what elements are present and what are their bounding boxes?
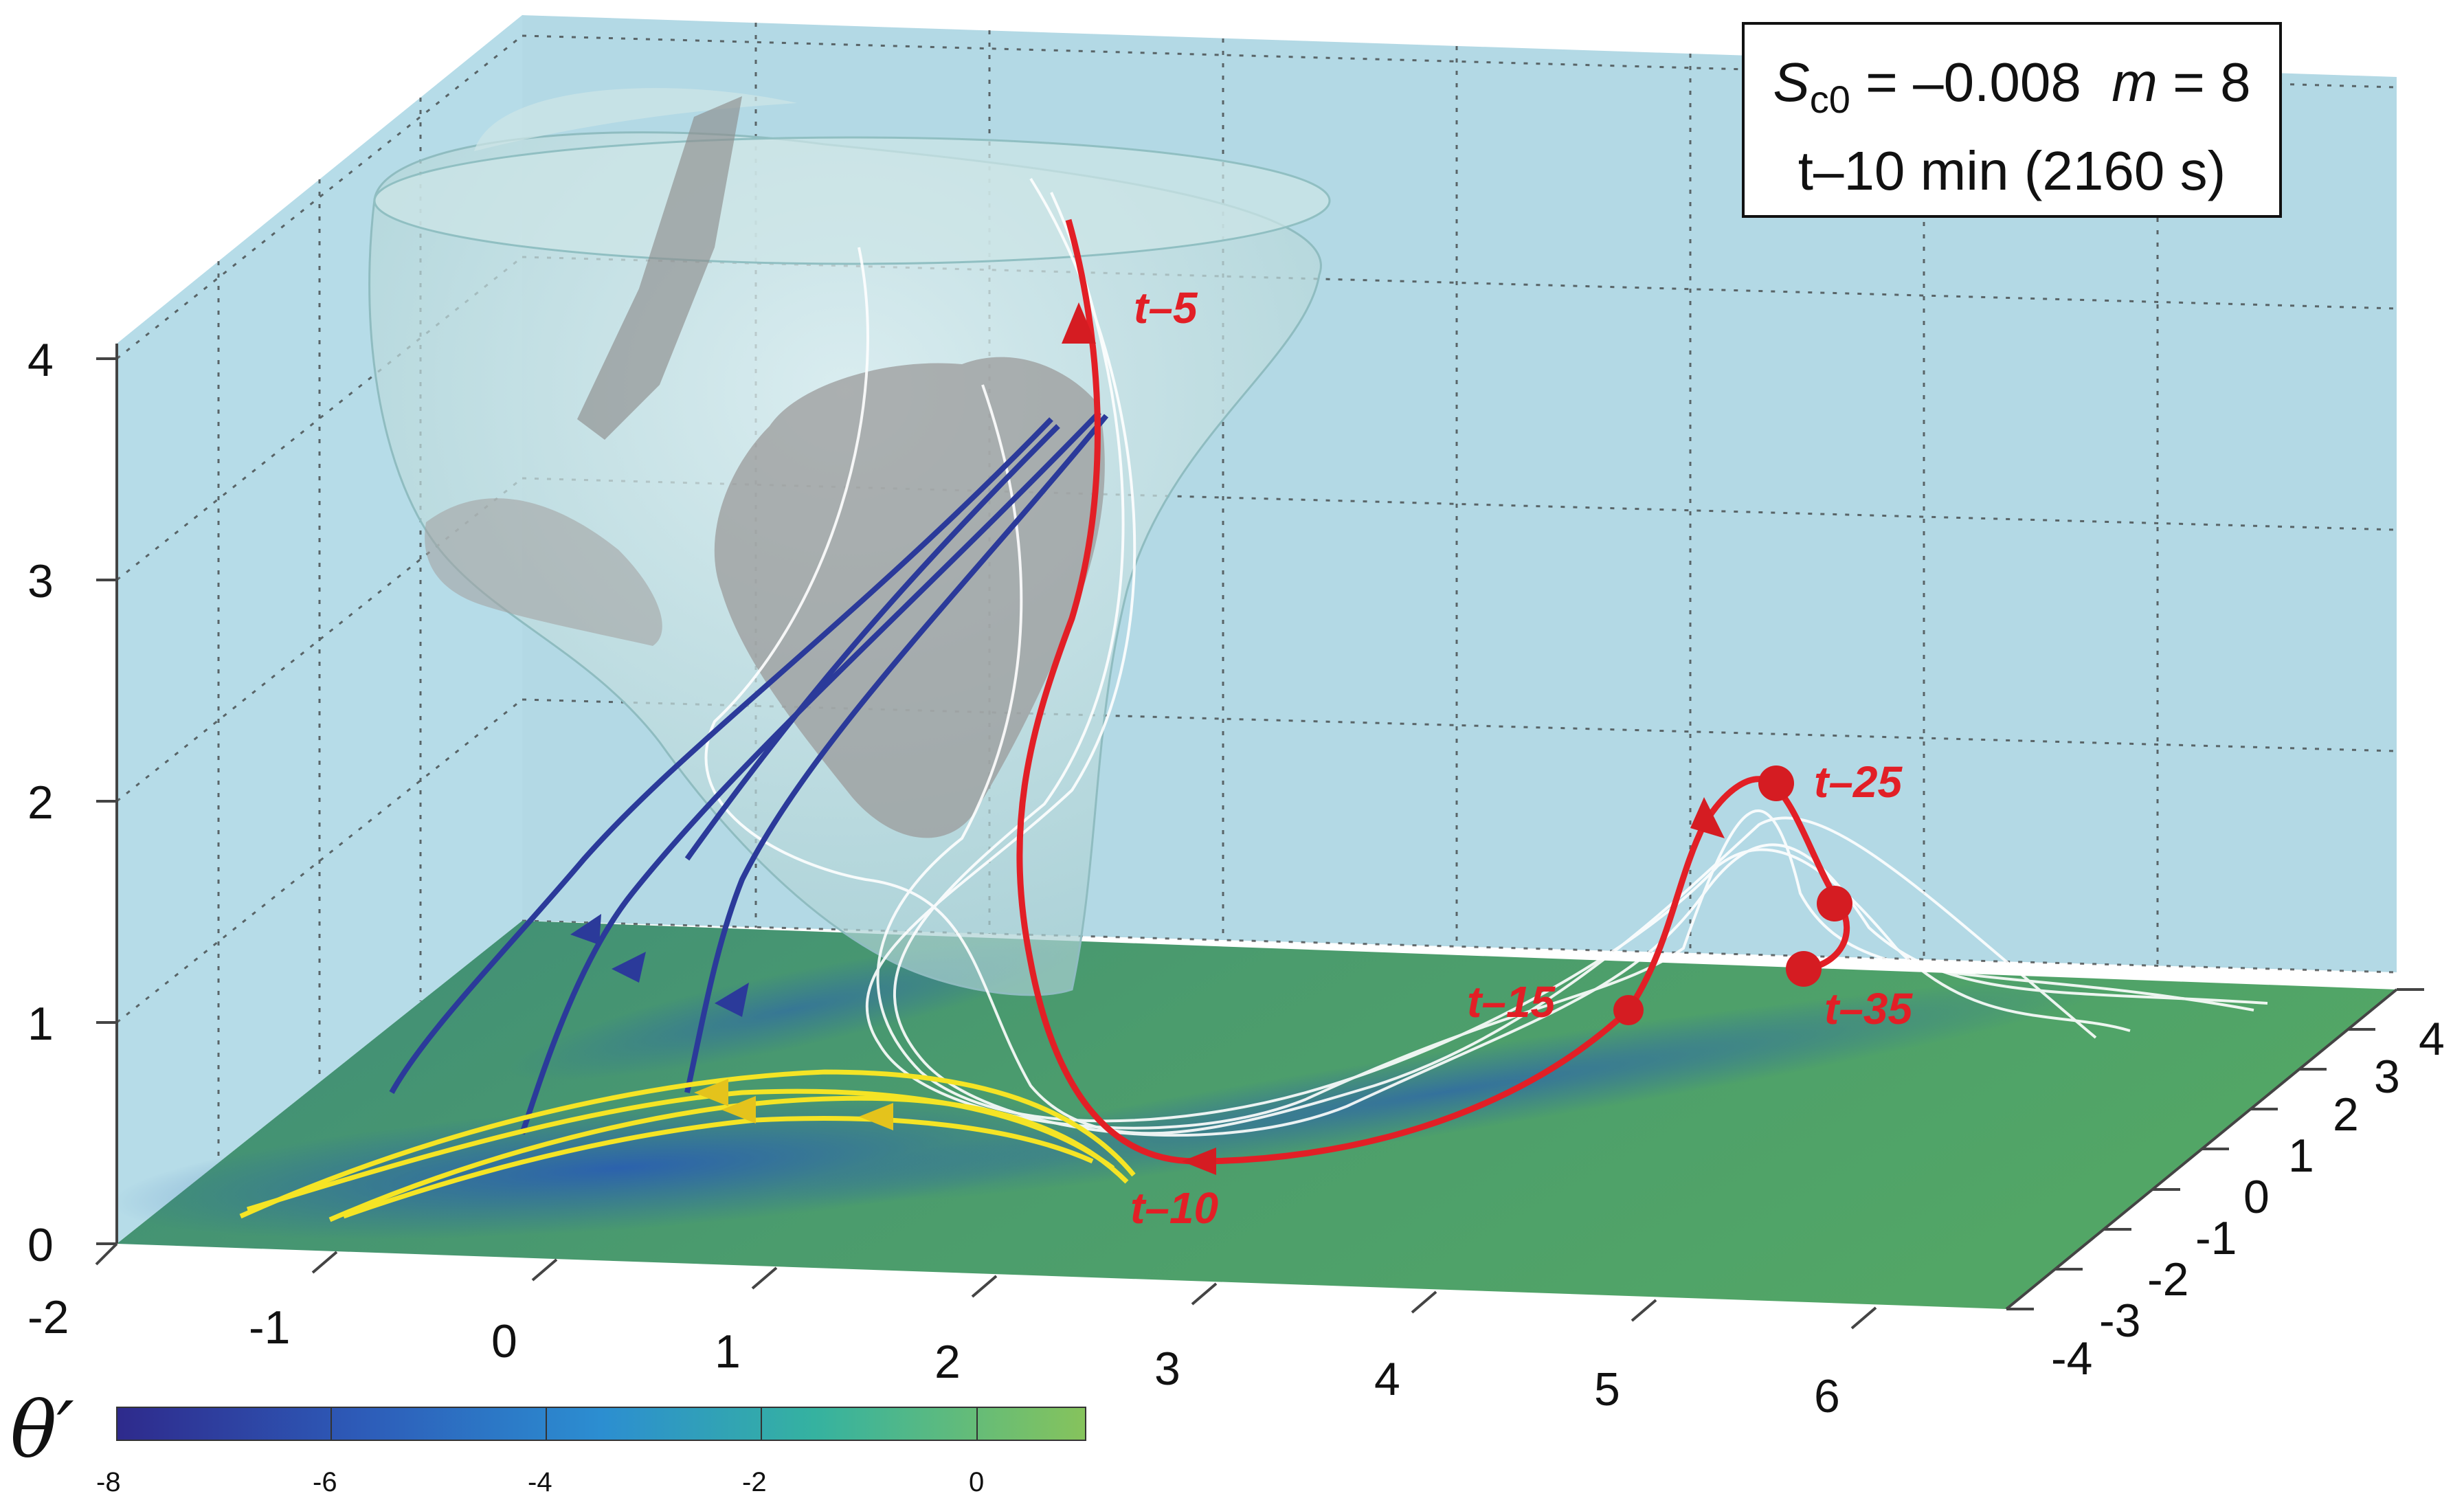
time-line: t–10 min (2160 s)	[1797, 140, 2226, 201]
label-t-15: t–15	[1467, 977, 1556, 1027]
grey-sheet	[425, 498, 662, 646]
blue-arrowheads	[570, 914, 749, 1017]
red-markers	[1062, 302, 1852, 1175]
label-t-35: t–35	[1824, 984, 1914, 1033]
x-tick: 1	[715, 1326, 741, 1378]
y-tick: 2	[2333, 1088, 2359, 1141]
label-t-25: t–25	[1814, 757, 1903, 807]
y-tick: -2	[2147, 1253, 2188, 1306]
y-tick: 0	[2243, 1171, 2270, 1223]
y-tick: -4	[2051, 1332, 2092, 1385]
colorbar-tick: -6	[313, 1467, 337, 1497]
white-trajectories	[704, 177, 2268, 1137]
m-symbol: m	[2112, 52, 2158, 113]
label-t-5: t–5	[1134, 283, 1198, 333]
blue-trajectories	[389, 410, 1109, 1135]
colorbar-symbol: θ′	[10, 1386, 74, 1475]
vortex-top-rim	[373, 136, 1331, 265]
colorbar-tick: -4	[528, 1467, 552, 1497]
blue-trajectory	[684, 424, 1060, 861]
y-tick: -1	[2195, 1212, 2237, 1264]
y-tick: 3	[2374, 1051, 2400, 1103]
parameter-annotation-box: Sc0 = –0.008 m = 8 t–10 min (2160 s)	[1742, 22, 2282, 218]
yellow-trajectory	[239, 1069, 1136, 1219]
colorbar-gradient	[116, 1407, 1086, 1441]
x-tick: 3	[1154, 1343, 1180, 1395]
blue-trajectory	[519, 410, 1101, 1135]
s-symbol: S	[1773, 52, 1810, 113]
parameter-line: Sc0 = –0.008 m = 8	[1745, 51, 2279, 122]
vortex-back-lobe	[474, 88, 797, 151]
label-t-10: t–10	[1130, 1183, 1218, 1233]
x-tick: 2	[934, 1336, 961, 1388]
blue-trajectory	[389, 417, 1053, 1094]
colorbar: θ′ -8 -6 -4 -2 0	[10, 1386, 1086, 1497]
colorbar-tick: 0	[969, 1467, 984, 1497]
colorbar-tick: -2	[742, 1467, 767, 1497]
s-value: = –0.008	[1866, 52, 2081, 113]
x-tick: -2	[27, 1291, 69, 1343]
z-axis: 0 1 2 3 4	[27, 334, 117, 1271]
z-tick: 1	[27, 998, 54, 1050]
x-tick: 6	[1814, 1370, 1840, 1422]
grey-sliver	[577, 96, 742, 440]
x-tick: -1	[249, 1301, 290, 1354]
colorbar-tick: -8	[96, 1467, 121, 1497]
m-value: = 8	[2173, 52, 2251, 113]
z-tick: 4	[27, 334, 54, 386]
x-tick: 4	[1374, 1353, 1400, 1405]
z-tick: 0	[27, 1219, 54, 1271]
y-tick: 4	[2419, 1013, 2445, 1065]
s-subscript: c0	[1809, 78, 1850, 121]
y-axis: -4 -3 -2 -1 0 1 2 3 4	[2006, 988, 2445, 1385]
y-tick: 1	[2288, 1130, 2314, 1182]
blue-trajectory	[684, 414, 1109, 1093]
z-tick: 2	[27, 776, 54, 829]
z-tick: 3	[27, 555, 54, 607]
yellow-arrowheads	[694, 1079, 893, 1130]
y-tick: -3	[2099, 1295, 2140, 1347]
x-tick: 0	[491, 1315, 517, 1367]
x-tick: 5	[1594, 1363, 1620, 1416]
x-axis: -2 -1 0 1 2 3 4 5 6	[27, 1242, 1877, 1422]
